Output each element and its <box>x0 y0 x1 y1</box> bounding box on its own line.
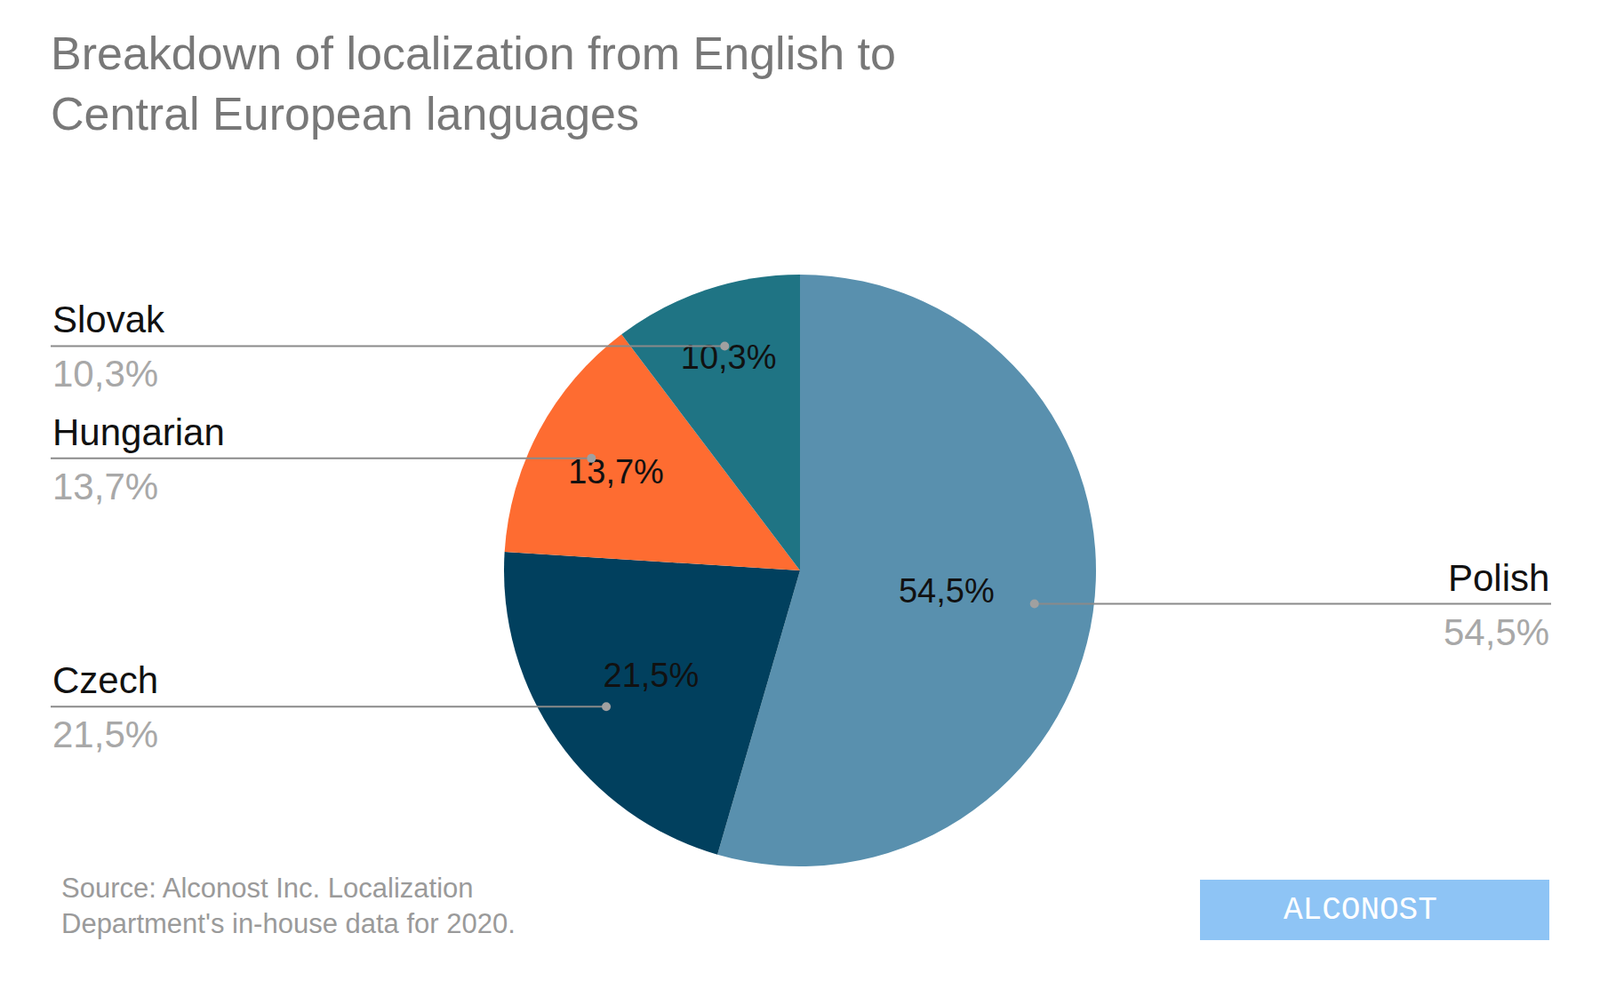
svg-text:13,7%: 13,7% <box>52 465 159 508</box>
svg-text:Slovak: Slovak <box>52 298 166 341</box>
svg-text:54,5%: 54,5% <box>1443 611 1550 654</box>
svg-text:10,3%: 10,3% <box>52 352 159 395</box>
svg-text:21,5%: 21,5% <box>602 656 699 695</box>
svg-text:21,5%: 21,5% <box>52 713 159 756</box>
svg-text:Source: Alconost Inc. Localiza: Source: Alconost Inc. LocalizationDepart… <box>61 872 516 940</box>
svg-text:Czech: Czech <box>52 659 159 702</box>
svg-text:Breakdown of localization from: Breakdown of localization from English t… <box>50 27 896 140</box>
svg-text:Polish: Polish <box>1448 557 1550 600</box>
svg-text:Hungarian: Hungarian <box>52 411 225 454</box>
svg-text:54,5%: 54,5% <box>898 572 995 610</box>
svg-text:13,7%: 13,7% <box>568 453 664 491</box>
svg-text:ALCONOST: ALCONOST <box>1283 892 1438 929</box>
svg-text:10,3%: 10,3% <box>680 338 777 376</box>
